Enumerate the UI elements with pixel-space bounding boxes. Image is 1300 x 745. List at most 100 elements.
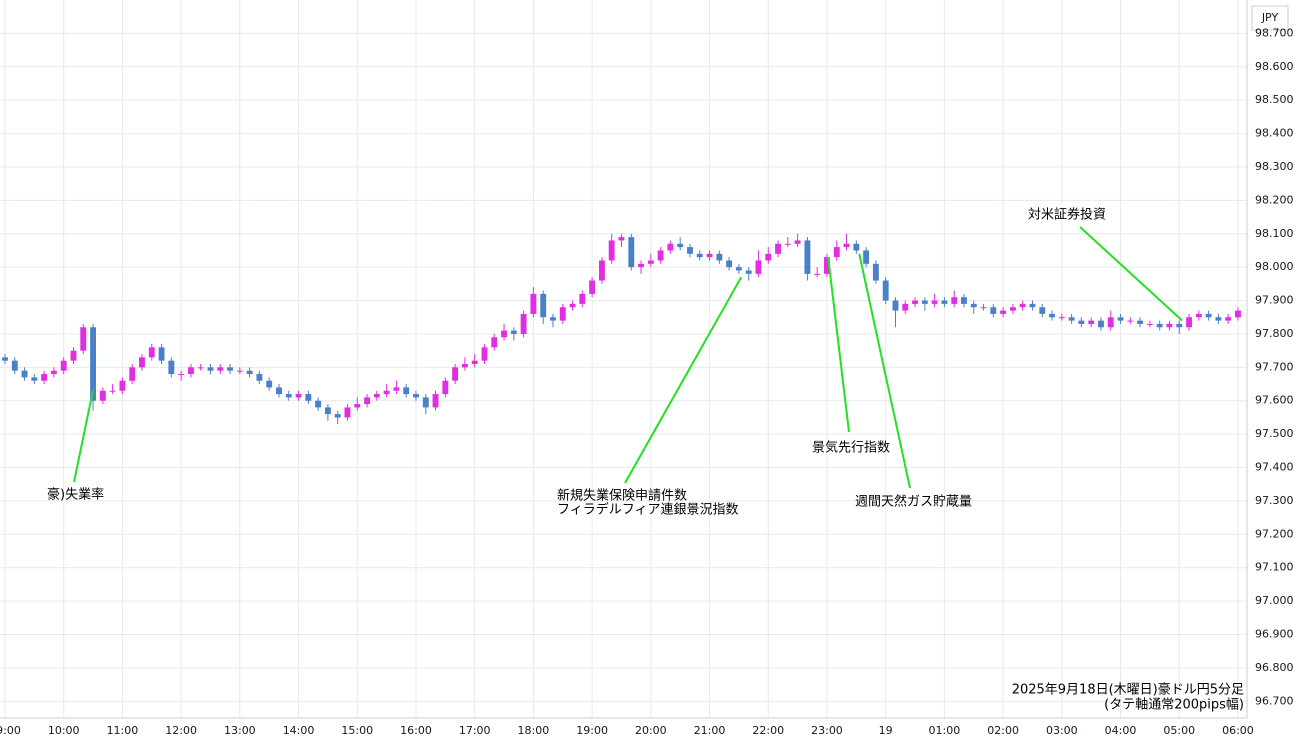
candle-body <box>882 280 889 301</box>
candle-body <box>1088 320 1095 324</box>
candle-body <box>256 374 263 381</box>
candle-body <box>11 360 18 371</box>
candle-body <box>735 267 742 271</box>
candle-body <box>413 394 419 398</box>
candle-body <box>902 303 909 311</box>
candle-body <box>354 404 361 408</box>
candle-body <box>706 253 713 258</box>
unit-label: JPY <box>1261 11 1279 24</box>
candle-body <box>912 300 918 304</box>
y-tick-label: 97.600 <box>1255 394 1294 407</box>
candle-body <box>853 243 860 251</box>
candle-body <box>334 414 341 418</box>
candle-body <box>608 240 615 261</box>
x-tick-label: 19:00 <box>576 724 608 737</box>
candle-body <box>579 293 586 304</box>
y-tick-label: 97.400 <box>1255 461 1294 474</box>
caption: 2025年9月18日(木曜日)豪ドル円5分足 <box>1012 682 1244 698</box>
candle-body <box>60 360 67 371</box>
x-tick-label: 02:00 <box>987 724 1019 737</box>
x-tick-label: 17:00 <box>459 724 491 737</box>
candle-body <box>197 367 204 369</box>
annotation-label: フィラデルフィア連銀景況指数 <box>557 502 738 518</box>
candle-body <box>1107 317 1114 328</box>
x-tick-label: 21:00 <box>694 724 726 737</box>
candle-body <box>765 253 772 261</box>
grid <box>0 0 1247 718</box>
candle-body <box>305 394 312 401</box>
annotation-line <box>624 276 743 484</box>
candle-body <box>129 367 136 381</box>
candle-body <box>315 400 322 408</box>
y-tick-label: 98.200 <box>1255 193 1294 206</box>
candle-body <box>1029 303 1036 308</box>
candle-body <box>569 303 576 308</box>
candle-body <box>520 313 527 334</box>
candle-body <box>540 293 547 318</box>
candle-body <box>510 330 517 334</box>
candle-body <box>227 367 233 371</box>
x-tick-label: 09:00 <box>0 724 21 737</box>
candle-body <box>1068 317 1075 321</box>
candle-body <box>1019 303 1026 308</box>
candle-body <box>148 347 155 358</box>
x-tick-label: 22:00 <box>752 724 784 737</box>
candle-body <box>236 370 243 372</box>
candle-body <box>471 360 478 365</box>
candle-body <box>804 240 811 274</box>
candle-body <box>1176 323 1183 328</box>
candle-body <box>775 243 782 254</box>
x-tick-label: 18:00 <box>518 724 550 737</box>
candle-body <box>90 327 97 401</box>
candle-body <box>1137 320 1144 324</box>
candle-body <box>755 260 762 274</box>
candle-body <box>1235 310 1241 318</box>
candle-body <box>168 360 175 375</box>
x-tick-label: 19 <box>879 724 893 737</box>
candle-body <box>383 390 390 395</box>
y-tick-label: 98.100 <box>1255 227 1294 240</box>
candle-body <box>961 297 967 304</box>
candle-body <box>1127 320 1134 322</box>
x-tick-label: 04:00 <box>1105 724 1137 737</box>
candle-body <box>863 250 870 264</box>
y-tick-label: 97.800 <box>1255 327 1294 340</box>
candle-body <box>1098 320 1104 328</box>
y-tick-label: 97.100 <box>1255 561 1294 574</box>
candle-body <box>295 394 302 398</box>
x-tick-label: 05:00 <box>1163 724 1195 737</box>
x-tick-label: 03:00 <box>1046 724 1078 737</box>
annotation-line <box>827 257 850 433</box>
candle-body <box>344 407 351 418</box>
candle-body <box>941 300 948 304</box>
candle-body <box>452 367 459 381</box>
candle-body <box>266 380 273 388</box>
candle-body <box>618 237 625 241</box>
candle-body <box>1009 307 1016 311</box>
candle-body <box>1117 317 1124 321</box>
candle-body <box>158 347 165 361</box>
candle-body <box>1058 317 1065 319</box>
candle-body <box>246 370 253 375</box>
candle-body <box>442 380 449 395</box>
candle-body <box>461 364 468 368</box>
candle-body <box>559 307 566 321</box>
candle-body <box>501 330 507 338</box>
candle-body <box>1078 320 1085 324</box>
candle-body <box>2 357 8 361</box>
y-tick-label: 98.600 <box>1255 60 1294 73</box>
candle-body <box>119 380 126 391</box>
candle-body <box>41 374 48 381</box>
candle-body <box>1000 310 1007 314</box>
annotation-line <box>1079 226 1183 322</box>
y-tick-label: 98.400 <box>1255 127 1294 140</box>
candle-body <box>432 394 439 408</box>
candle-body <box>1049 313 1055 318</box>
candle-body <box>824 257 830 274</box>
x-tick-label: 06:00 <box>1222 724 1254 737</box>
candle-body <box>677 243 684 248</box>
candle-body <box>207 367 214 371</box>
y-tick-label: 98.000 <box>1255 260 1294 273</box>
x-tick-label: 14:00 <box>283 724 315 737</box>
candle-body <box>598 260 605 281</box>
